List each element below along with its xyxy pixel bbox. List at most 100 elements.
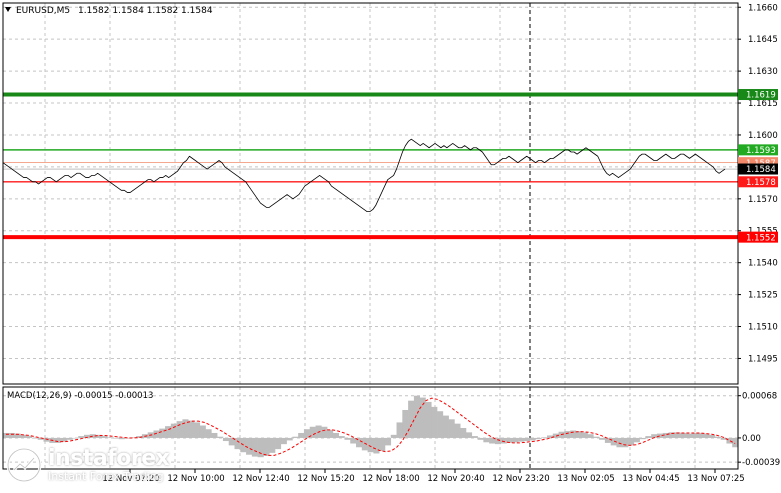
macd-histogram-bar [512, 437, 519, 443]
time-tick-label: 12 Nov 20:40 [427, 474, 484, 484]
macd-histogram-bar [356, 437, 363, 448]
price-tick-label: 1.1630 [748, 67, 778, 77]
macd-signal-series [5, 397, 736, 456]
macd-histogram-bar [529, 437, 536, 441]
macd-histogram-bar [344, 437, 351, 440]
macd-histogram-bar [408, 400, 415, 438]
level-tag: 1.1552 [738, 231, 778, 243]
macd-histogram-bar [303, 429, 311, 438]
macd-histogram-bar [31, 437, 39, 439]
macd-histogram-bar [535, 437, 542, 440]
macd-histogram-bar [170, 423, 177, 438]
macd-histogram-bar [685, 433, 692, 438]
macd-histogram-bar [587, 434, 594, 438]
price-tick-label: 1.1495 [748, 354, 778, 364]
macd-label: MACD(12,26,9) -0.00015 -0.00013 [7, 391, 153, 401]
macd-histogram-bar [78, 436, 85, 438]
macd-histogram-bar [193, 422, 201, 438]
macd-histogram-bar [14, 433, 21, 438]
symbol-label: EURUSD,M5 [16, 6, 70, 16]
macd-histogram-bar [494, 437, 502, 445]
dropdown-triangle-icon[interactable] [5, 7, 11, 12]
level-tag-label: 1.1593 [746, 146, 776, 156]
pane-frames [2, 2, 739, 470]
macd-histogram-bar [448, 419, 455, 438]
macd-histogram-bar [633, 437, 640, 443]
macd-histogram-bar [454, 423, 461, 438]
chart-header: EURUSD,M5 1.1582 1.1584 1.1582 1.1584 [5, 6, 213, 16]
macd-histogram-bar [275, 437, 282, 450]
price-line [2, 138, 726, 212]
macd-histogram-bar [413, 395, 420, 438]
macd-histogram-bar [645, 436, 652, 438]
time-axis: 12 Nov 07:20 12 Nov 10:00 12 Nov 12:40 12 N… [102, 469, 745, 484]
macd-histogram-bar [217, 436, 224, 438]
time-tick-label: 12 Nov 18:00 [362, 474, 419, 484]
level-tag-label: 1.1578 [746, 178, 776, 188]
macd-histogram-bar [286, 437, 293, 441]
macd-histogram-bar [651, 434, 658, 438]
level-tag-box [738, 157, 778, 169]
macd-histogram-bar [604, 437, 611, 443]
macd-histogram [3, 395, 739, 458]
main-pane-frame [2, 2, 739, 385]
macd-histogram-bar [43, 437, 50, 442]
price-tick-label: 1.1615 [748, 99, 778, 109]
macd-histogram-bar [523, 437, 530, 442]
price-tick-label: 1.1510 [748, 323, 778, 333]
macd-tick-label: 0.00 [742, 434, 761, 444]
macd-histogram-bar [298, 432, 305, 438]
macd-histogram-bar [367, 437, 374, 453]
macd-histogram-bar [518, 437, 525, 442]
time-tick-label: 13 Nov 04:45 [622, 474, 679, 484]
price-tick-label: 1.1540 [748, 259, 778, 269]
price-levels [3, 92, 738, 240]
level-tag-label: 1.1619 [746, 91, 776, 101]
macd-histogram-bar [697, 432, 704, 438]
macd-histogram-bar [628, 437, 635, 446]
level-tag: 1.1593 [738, 144, 778, 156]
price-tick-label: 1.1645 [748, 35, 778, 45]
macd-histogram-bar [483, 437, 490, 443]
macd-tick-label: -0.00039 [742, 458, 780, 468]
time-tick-label: 12 Nov 23:20 [492, 474, 549, 484]
macd-tick-label: 0.00068 [742, 392, 777, 402]
price-tick-label: 1.1525 [748, 291, 778, 301]
macd-histogram-bar [153, 430, 160, 438]
level-tag: 1.1619 [738, 89, 778, 101]
macd-histogram-bar [101, 436, 108, 438]
macd-axis: 0.00068 0.00 -0.00039 [738, 392, 780, 468]
macd-histogram-bar [257, 437, 264, 458]
macd-histogram-bar [668, 432, 675, 438]
macd-histogram-bar [547, 435, 554, 438]
level-tag-label: 1.1552 [746, 233, 776, 243]
watermark-brand: instaforex [48, 445, 170, 471]
macd-histogram-bar [390, 434, 397, 438]
macd-histogram-bar [599, 437, 606, 440]
macd-histogram-bar [570, 430, 577, 438]
macd-histogram-bar [726, 437, 733, 444]
level-tag-label: 1.1584 [746, 165, 776, 175]
time-tick-label: 13 Nov 07:25 [687, 474, 744, 484]
macd-histogram-bar [396, 422, 403, 438]
macd-histogram-bar [431, 406, 438, 438]
macd-histogram-bar [437, 411, 444, 438]
macd-histogram-bar [564, 431, 571, 438]
macd-histogram-bar [136, 436, 143, 438]
macd-histogram-bar [118, 437, 125, 440]
macd-histogram-bar [112, 437, 120, 439]
macd-histogram-bar [205, 429, 212, 438]
macd-histogram-bar [575, 431, 583, 438]
macd-histogram-bar [8, 432, 15, 438]
macd-histogram-bar [3, 432, 10, 438]
price-tick-label: 1.1600 [748, 131, 778, 141]
macd-histogram-bar [622, 437, 629, 448]
macd-histogram-bar [680, 432, 687, 438]
macd-histogram-bar [656, 433, 664, 438]
macd-histogram-bar [228, 437, 235, 446]
time-tick-label: 12 Nov 12:40 [232, 474, 289, 484]
ohlc-values: 1.1582 1.1584 1.1582 1.1584 [78, 6, 213, 16]
level-tag: 1.1578 [738, 176, 778, 188]
price-tick-label: 1.1660 [748, 3, 778, 13]
